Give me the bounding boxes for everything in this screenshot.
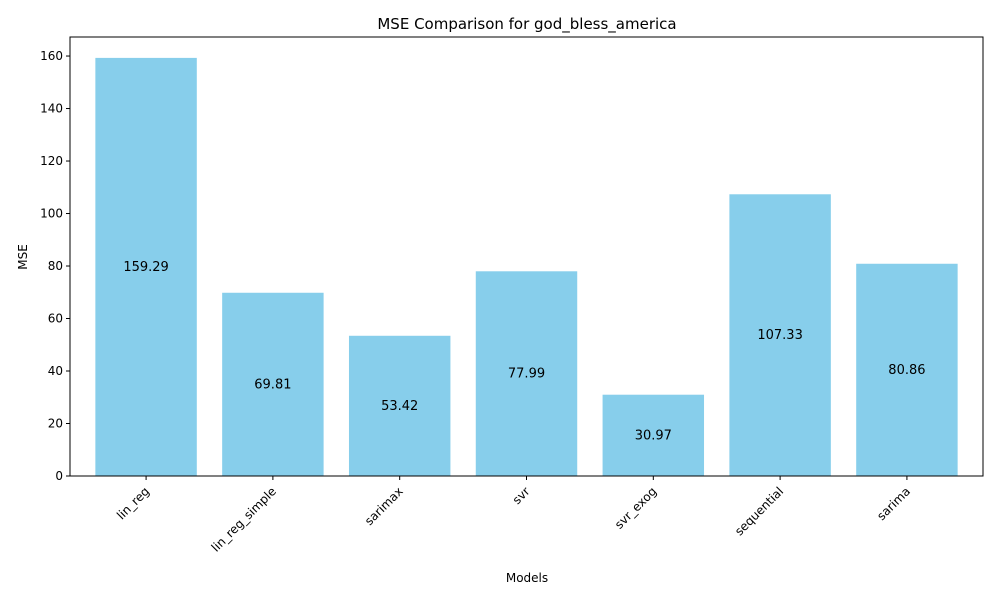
value-label-lin_reg_simple: 69.81 <box>254 377 291 392</box>
x-tick-label-lin_reg: lin_reg <box>114 484 152 522</box>
y-tick-label-0: 0 <box>55 469 63 483</box>
bar-lin_reg_simple <box>222 292 324 476</box>
y-tick-label-60: 60 <box>48 312 63 326</box>
y-axis-label: MSE <box>16 244 30 270</box>
y-axis: 0 20 40 60 80 100 120 140 160 <box>40 49 70 483</box>
bar-sarima <box>856 263 958 476</box>
y-tick-label-160: 160 <box>40 49 63 63</box>
plot-frame <box>69 36 984 477</box>
value-label-sarima: 80.86 <box>888 363 925 378</box>
value-label-lin_reg: 159.29 <box>123 260 169 275</box>
bar-sequential <box>729 194 831 476</box>
value-label-svr_exog: 30.97 <box>635 428 672 443</box>
x-tick-label-lin_reg_simple: lin_reg_simple <box>209 484 279 554</box>
x-tick-label-sarima: sarima <box>874 484 913 523</box>
x-axis-label: Models <box>506 571 548 585</box>
chart-title: MSE Comparison for god_bless_america <box>377 15 676 34</box>
x-axis: lin_reg lin_reg_simple sarimax svr svr_exog s… <box>114 476 913 555</box>
y-tick-label-80: 80 <box>48 259 63 273</box>
x-tick-label-svr: svr <box>510 484 533 507</box>
y-tick-label-100: 100 <box>40 207 63 221</box>
bar-lin_reg <box>95 57 197 476</box>
value-label-svr: 77.99 <box>508 367 545 382</box>
x-tick-label-sequential: sequential <box>732 484 786 538</box>
y-tick-label-40: 40 <box>48 364 63 378</box>
value-label-sarimax: 53.42 <box>381 399 418 414</box>
bars-layer <box>95 57 958 476</box>
x-tick-label-sarimax: sarimax <box>362 484 406 528</box>
value-label-sequential: 107.33 <box>757 328 803 343</box>
y-tick-label-120: 120 <box>40 154 63 168</box>
y-tick-label-140: 140 <box>40 102 63 116</box>
y-tick-label-20: 20 <box>48 417 63 431</box>
bar-sarimax <box>348 335 451 476</box>
bar-svr <box>475 271 578 476</box>
bar-svr_exog <box>602 394 705 476</box>
value-labels-layer: 159.29 69.81 53.42 77.99 30.97 107.33 80.86 <box>123 260 925 443</box>
x-tick-label-svr_exog: svr_exog <box>612 484 659 531</box>
